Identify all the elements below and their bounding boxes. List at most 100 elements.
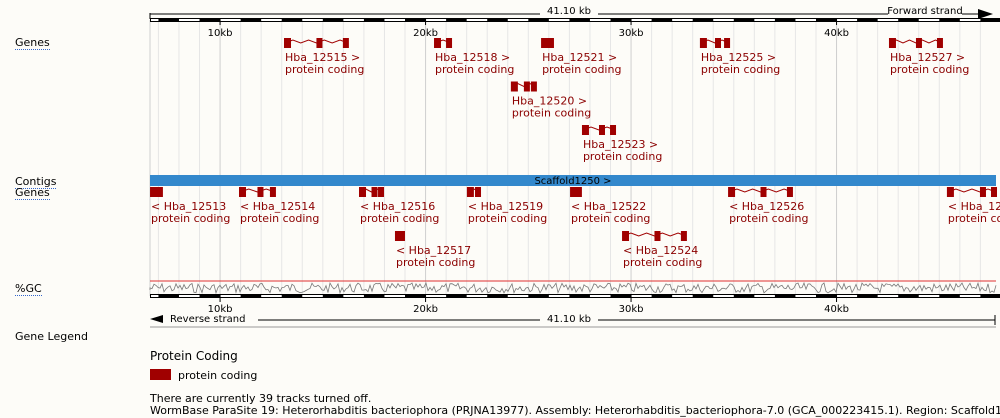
exon[interactable] [475,187,481,197]
gene-name[interactable]: Hba_12520 > [512,95,587,108]
gene-name[interactable]: Hba_12525 > [701,51,776,64]
scale-bar-segment [795,295,816,297]
exon[interactable] [378,187,384,197]
exon[interactable] [571,187,578,197]
intron-line[interactable] [947,188,997,193]
gene-name[interactable]: Hba_12527 > [890,51,965,64]
scale-bar-segment [507,295,529,297]
gene-name[interactable]: < Hba_12 [948,200,1000,213]
scale-bar-segment [795,19,816,21]
track-label-gc[interactable]: %GC [15,282,42,296]
scale-bar-segment [589,295,611,297]
contig-label[interactable]: Scaffold1250 > [534,176,611,187]
exon[interactable] [342,38,348,48]
exon[interactable] [269,187,275,197]
reverse-arrow-icon [150,315,163,323]
exon[interactable] [654,231,661,241]
tick-label-top: 10kb [208,28,233,39]
gene-name[interactable]: < Hba_12519 [468,200,543,213]
exon[interactable] [523,81,530,92]
gene-name[interactable]: < Hba_12526 [729,200,804,213]
scale-bar-segment [466,19,488,21]
exon[interactable] [714,38,721,48]
exon[interactable] [991,187,996,197]
gene-name[interactable]: < Hba_12524 [623,244,698,257]
gene-Hba_12525[interactable]: Hba_12525 >protein coding [699,38,780,76]
exon[interactable] [729,187,736,197]
exon[interactable] [610,125,616,135]
scale-bar-segment [589,19,611,21]
exon[interactable] [760,187,767,197]
scale-bar-segment [261,295,282,297]
exon[interactable] [575,187,581,197]
exon[interactable] [360,187,367,197]
exon[interactable] [395,231,402,241]
gene-name[interactable]: Hba_12523 > [583,138,658,151]
gene-name[interactable]: Hba_12521 > [542,51,617,64]
gene-biotype: protein coding [571,212,650,225]
exon[interactable] [446,38,452,48]
exon[interactable] [623,231,630,241]
exon[interactable] [598,125,605,135]
gene-Hba_12523[interactable]: Hba_12523 >protein coding [581,125,662,163]
gene-name[interactable]: < Hba_12516 [360,200,435,213]
scale-bar-segment [713,19,734,21]
gene-name[interactable]: Hba_12515 > [285,51,360,64]
exon[interactable] [156,187,162,197]
legend-title: Protein Coding [150,349,238,363]
genome-browser-image[interactable]: 41.10 kb Forward strand 10kb 20kb 30kb 40kb Hb… [0,0,1000,340]
scale-bar-segment [959,19,981,21]
gene-Hba_12521[interactable]: Hba_12521 >protein coding [541,38,621,76]
exon[interactable] [582,125,589,135]
exon[interactable] [915,38,922,48]
gene-Hba_12527[interactable]: Hba_12527 >protein coding [888,38,969,76]
gene-name[interactable]: Hba_12518 > [435,51,510,64]
exon[interactable] [889,38,896,48]
exon[interactable] [151,187,158,197]
exon[interactable] [530,81,536,92]
exon[interactable] [979,187,986,197]
exon[interactable] [371,187,378,197]
gene-Hba_12518[interactable]: Hba_12518 >protein coding [434,38,514,76]
track-label-contigs[interactable]: Contigs [15,175,57,189]
exon[interactable] [240,187,247,197]
tick-label-top: 20kb [413,28,438,39]
gene-name[interactable]: < Hba_12517 [396,244,471,257]
exon[interactable] [680,231,686,241]
exon[interactable] [936,38,942,48]
exon[interactable] [285,38,292,48]
track-label-genes-forward[interactable]: Genes [15,36,50,50]
exon[interactable] [316,38,323,48]
scale-bar [150,18,1000,22]
intron-line[interactable] [728,188,793,193]
exon[interactable] [947,187,954,197]
gene-biotype: protein coding [542,63,621,76]
exon[interactable] [467,187,474,197]
gene-Hba_12520[interactable]: Hba_12520 >protein coding [510,81,591,120]
exon[interactable] [700,38,707,48]
intron-line[interactable] [284,39,349,44]
exon[interactable] [542,38,549,48]
exon[interactable] [398,231,404,241]
gene-Hba_12515[interactable]: Hba_12515 >protein coding [284,38,364,76]
exon[interactable] [435,38,442,48]
gene-name[interactable]: < Hba_12513 [151,200,226,213]
gene-name[interactable]: < Hba_12522 [571,200,646,213]
exon[interactable] [547,38,553,48]
contig-bar[interactable] [150,175,996,186]
track-label-genes-reverse[interactable]: Genes [15,186,50,200]
exon[interactable] [724,38,730,48]
exon[interactable] [511,81,518,92]
gene-name[interactable]: < Hba_12514 [240,200,315,213]
exon[interactable] [257,187,264,197]
exon[interactable] [786,187,792,197]
